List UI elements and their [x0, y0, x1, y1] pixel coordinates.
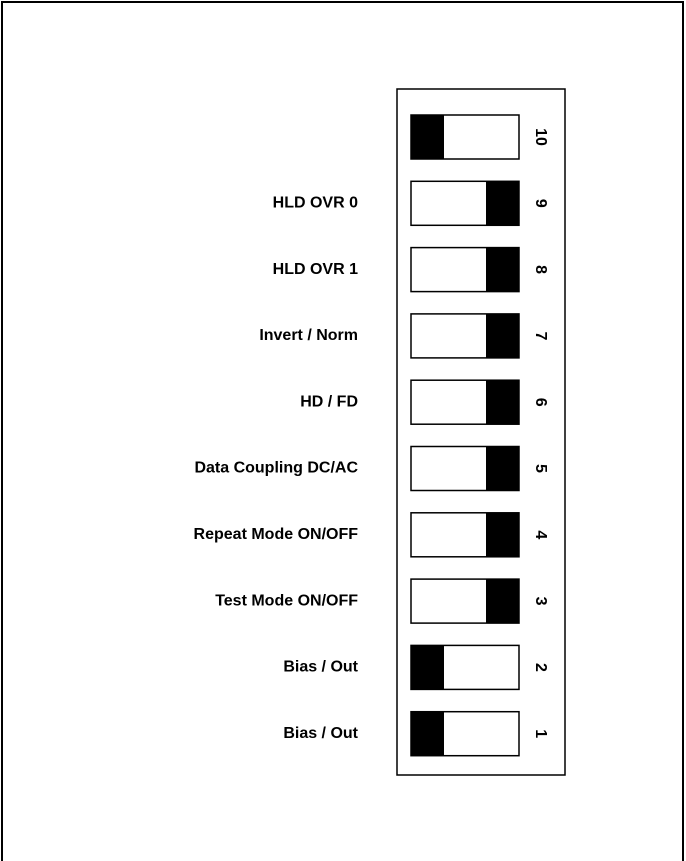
switch-label: HD / FD: [300, 393, 358, 410]
switch-number: 8: [532, 265, 549, 274]
switch-knob: [411, 711, 444, 756]
switch-knob: [411, 645, 444, 690]
switch-number: 5: [532, 464, 549, 473]
switch-number: 7: [532, 331, 549, 340]
switch-knob: [486, 313, 519, 358]
switch-label: Repeat Mode ON/OFF: [194, 526, 359, 543]
switch-knob: [486, 181, 519, 226]
switch-knob: [486, 247, 519, 292]
switch-label: HLD OVR 0: [273, 195, 358, 212]
switch-knob: [486, 512, 519, 557]
switch-label: HLD OVR 1: [273, 261, 358, 278]
switch-number: 9: [532, 199, 549, 208]
switch-label: Bias / Out: [283, 725, 358, 742]
switch-knob: [486, 380, 519, 425]
switch-label: Bias / Out: [283, 659, 358, 676]
switch-number: 3: [532, 597, 549, 606]
switch-block: [396, 88, 566, 776]
switch-label: Test Mode ON/OFF: [215, 592, 358, 609]
switch-label: Invert / Norm: [259, 327, 358, 344]
switch-knob: [411, 115, 444, 159]
switch-label: Data Coupling DC/AC: [194, 460, 358, 477]
switch-number: 4: [532, 530, 549, 539]
switch-knob: [486, 446, 519, 491]
switch-number: 2: [532, 663, 549, 672]
switch-knob: [486, 579, 519, 624]
switch-number: 10: [532, 128, 549, 146]
switch-number: 1: [532, 729, 549, 738]
switch-number: 6: [532, 398, 549, 407]
